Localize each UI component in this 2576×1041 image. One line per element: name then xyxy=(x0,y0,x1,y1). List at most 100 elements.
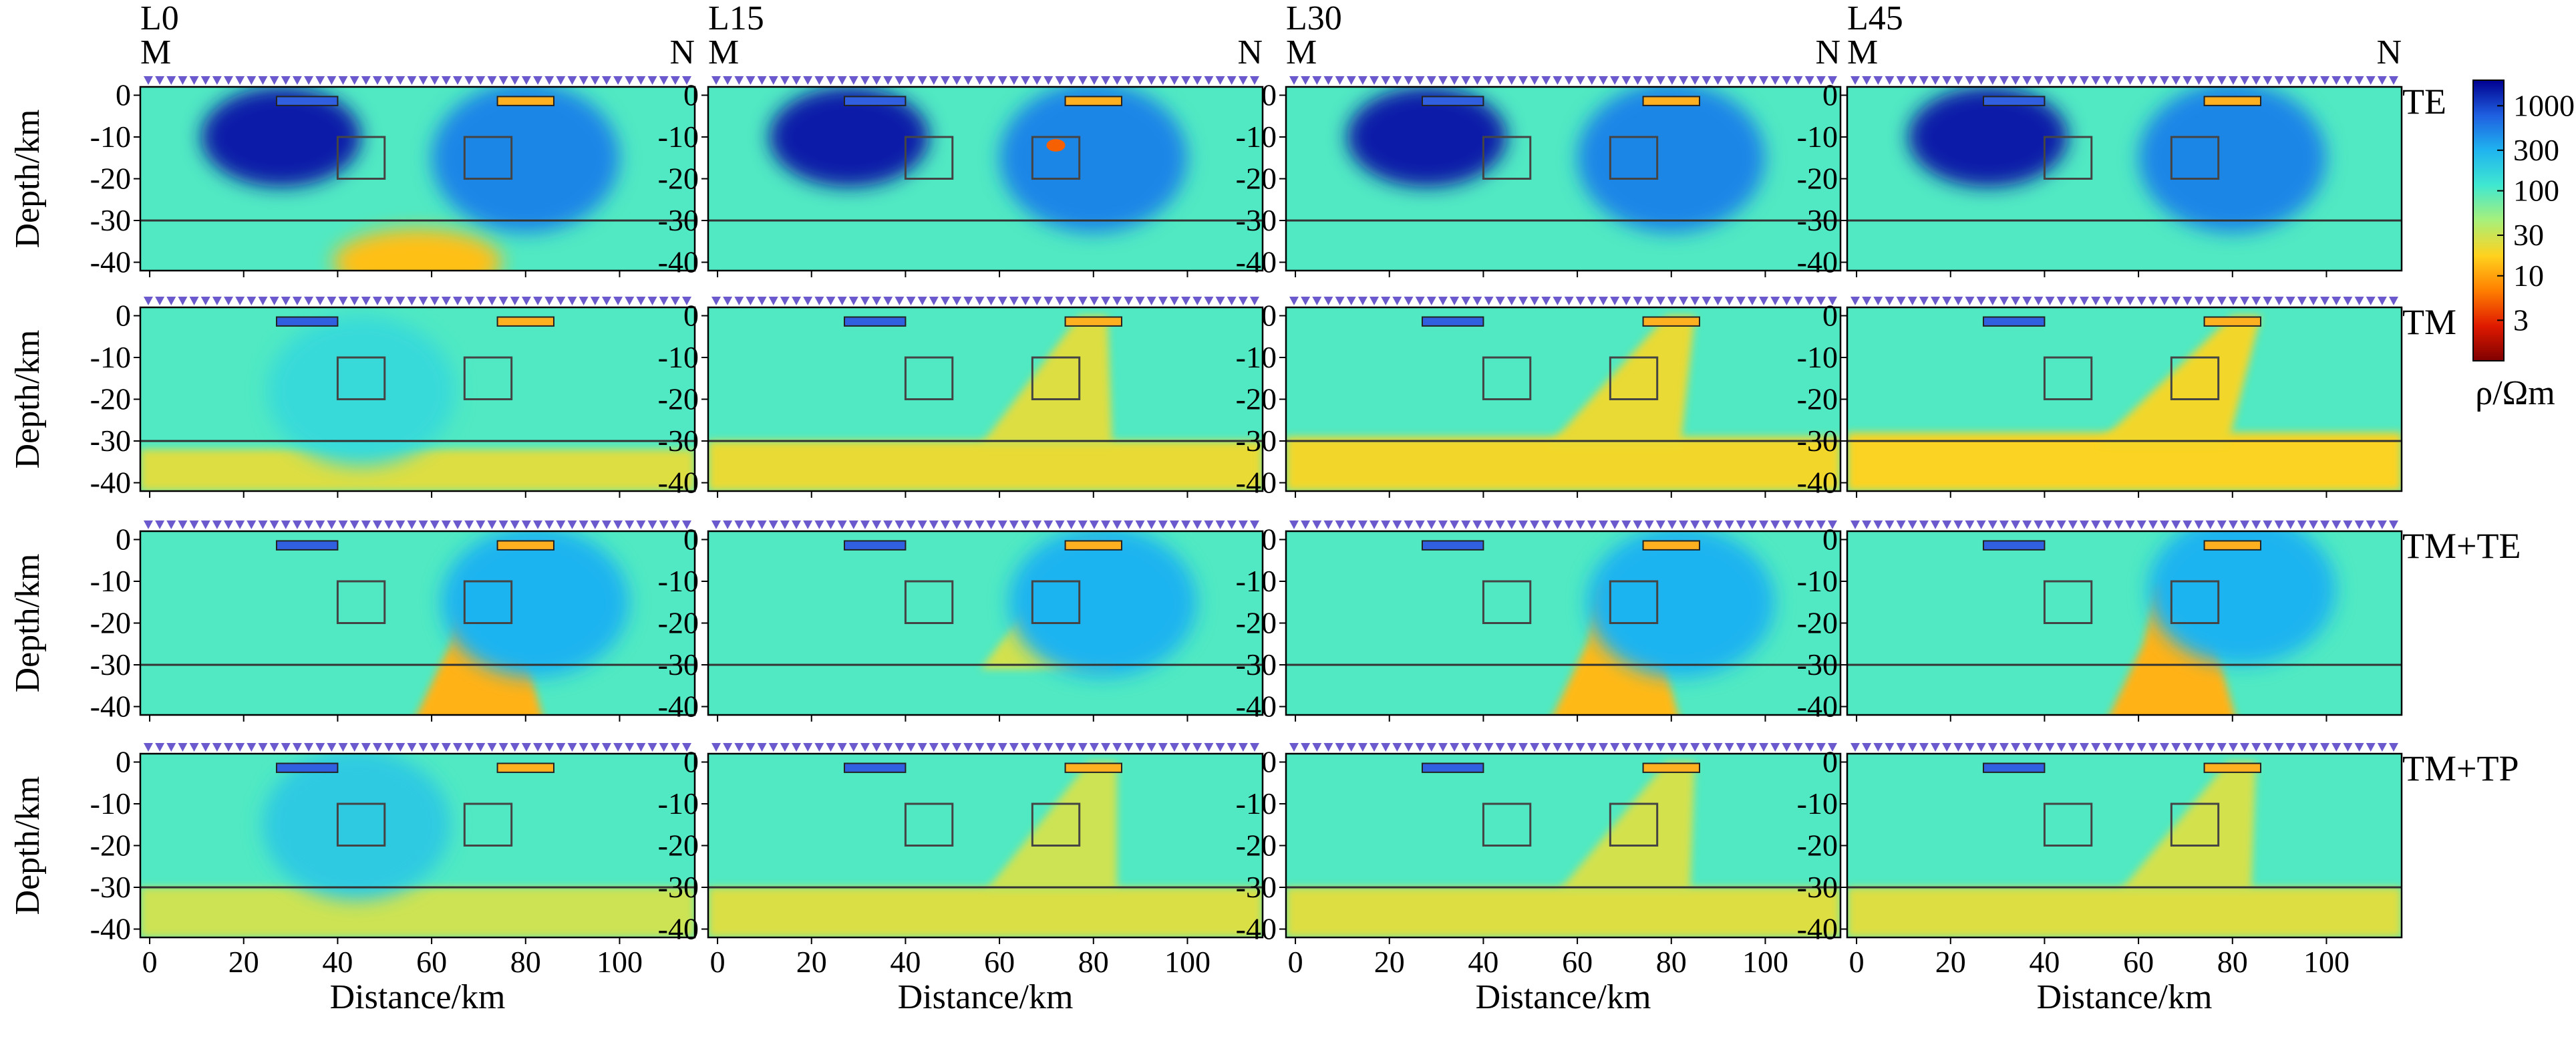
station-marker xyxy=(1793,297,1803,305)
station-marker xyxy=(1587,520,1597,529)
panel-te-l15: 0 -10 -20 -30 -40 xyxy=(658,76,1264,279)
surface-body-2 xyxy=(496,96,554,106)
y-tick-label: 0 xyxy=(1261,523,1277,557)
station-marker xyxy=(2125,76,2135,85)
station-marker xyxy=(1655,520,1665,529)
x-tick-label: 40 xyxy=(1468,945,1498,979)
y-tick-label: 0 xyxy=(1261,745,1277,779)
colorbar-label: ρ/Ωm xyxy=(2475,374,2555,412)
column-label: L15 xyxy=(708,0,764,37)
station-marker xyxy=(464,76,474,85)
station-marker xyxy=(544,520,554,529)
station-marker xyxy=(1976,76,1986,85)
y-tick-label: -10 xyxy=(90,340,131,374)
station-marker xyxy=(1816,520,1826,529)
surface-body-1 xyxy=(1421,96,1484,106)
station-marker xyxy=(1793,520,1803,529)
station-marker xyxy=(166,297,176,305)
station-marker xyxy=(1530,520,1540,529)
station-marker xyxy=(1506,76,1516,85)
station-marker xyxy=(1599,520,1609,529)
station-marker xyxy=(2285,520,2295,529)
y-tick-label: -30 xyxy=(90,647,131,682)
station-marker xyxy=(178,297,188,305)
station-marker xyxy=(1158,520,1168,529)
panel-grid: 0-10-20-30-400-10-20-30-400-10-20-30-400… xyxy=(90,76,2403,979)
station-marker xyxy=(1896,76,1906,85)
surface-body-1 xyxy=(275,316,339,327)
station-marker xyxy=(2251,743,2261,752)
y-tick-label: 0 xyxy=(116,299,131,333)
station-marker xyxy=(2171,297,2181,305)
station-marker xyxy=(803,520,813,529)
deep-layer xyxy=(1286,887,1840,937)
station-marker xyxy=(1587,297,1597,305)
station-marker xyxy=(780,520,790,529)
station-marker xyxy=(1564,743,1574,752)
y-tick-label: -40 xyxy=(90,466,131,500)
station-marker xyxy=(2068,297,2078,305)
station-marker xyxy=(2079,76,2089,85)
station-marker xyxy=(647,520,657,529)
conductive-blob xyxy=(2138,87,2327,233)
station-marker xyxy=(1381,743,1391,752)
station-marker xyxy=(1873,520,1883,529)
station-marker xyxy=(1965,76,1975,85)
station-marker xyxy=(2320,520,2330,529)
station-marker xyxy=(1782,297,1792,305)
station-marker xyxy=(1032,520,1042,529)
station-marker xyxy=(441,520,451,529)
y-tick-label: -30 xyxy=(1236,424,1277,458)
station-marker xyxy=(1238,743,1248,752)
station-marker xyxy=(1655,743,1665,752)
station-marker xyxy=(1370,76,1380,85)
station-marker xyxy=(803,297,813,305)
station-marker xyxy=(1392,743,1402,752)
station-marker xyxy=(189,76,199,85)
station-marker xyxy=(986,297,996,305)
x-tick-label: 80 xyxy=(1656,945,1687,979)
station-marker xyxy=(860,76,870,85)
y-tick-label: -10 xyxy=(658,564,699,598)
station-marker xyxy=(418,76,428,85)
station-marker xyxy=(2136,520,2146,529)
station-marker xyxy=(2125,297,2135,305)
station-marker xyxy=(1530,76,1540,85)
target-box-1 xyxy=(1482,802,1532,847)
y-tick-label: -20 xyxy=(1797,606,1838,640)
station-marker xyxy=(1518,520,1528,529)
station-marker xyxy=(848,297,858,305)
station-marker xyxy=(929,297,939,305)
station-marker xyxy=(1238,520,1248,529)
station-marker xyxy=(1346,297,1356,305)
station-marker xyxy=(235,76,245,85)
station-marker xyxy=(304,76,314,85)
station-marker xyxy=(1931,743,1941,752)
station-marker xyxy=(1816,76,1826,85)
station-marker xyxy=(906,76,916,85)
station-marker xyxy=(2354,520,2364,529)
station-marker xyxy=(2343,743,2353,752)
station-marker xyxy=(986,743,996,752)
panel-tm-te-l30: 0 -10 -20 -30 -40 xyxy=(1236,520,1842,724)
station-markers xyxy=(144,520,691,529)
y-tick-label: -10 xyxy=(1797,564,1838,598)
station-marker xyxy=(1043,76,1054,85)
y-tick-label: -30 xyxy=(1236,647,1277,682)
station-marker xyxy=(883,743,893,752)
station-marker xyxy=(1426,297,1436,305)
station-marker xyxy=(212,520,222,529)
station-marker xyxy=(533,76,543,85)
station-marker xyxy=(2183,520,2193,529)
surface-body-2 xyxy=(1064,316,1122,327)
station-marker xyxy=(2217,743,2227,752)
y-tick-label: -40 xyxy=(1797,466,1838,500)
station-marker xyxy=(1793,76,1803,85)
deep-layer xyxy=(140,887,695,937)
station-marker xyxy=(1227,297,1237,305)
station-marker xyxy=(2331,743,2342,752)
station-marker xyxy=(682,520,691,529)
surface-body-2 xyxy=(1642,540,1700,551)
station-marker xyxy=(1415,520,1425,529)
station-marker xyxy=(768,520,778,529)
